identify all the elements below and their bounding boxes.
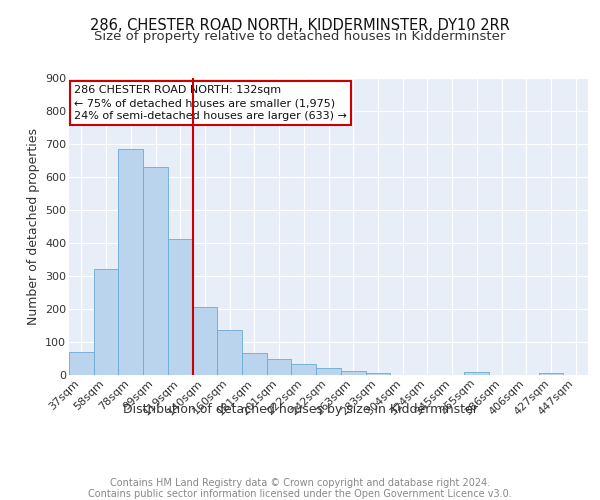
Text: 286, CHESTER ROAD NORTH, KIDDERMINSTER, DY10 2RR: 286, CHESTER ROAD NORTH, KIDDERMINSTER, …: [90, 18, 510, 32]
Bar: [539, 373, 563, 375]
Bar: [242, 352, 267, 375]
Text: Contains HM Land Registry data © Crown copyright and database right 2024.: Contains HM Land Registry data © Crown c…: [110, 478, 490, 488]
Bar: [118, 148, 143, 375]
Text: Distribution of detached houses by size in Kidderminster: Distribution of detached houses by size …: [122, 402, 478, 415]
Bar: [365, 373, 390, 375]
Text: Contains public sector information licensed under the Open Government Licence v3: Contains public sector information licen…: [88, 489, 512, 499]
Bar: [143, 168, 168, 375]
Bar: [267, 359, 292, 375]
Y-axis label: Number of detached properties: Number of detached properties: [26, 128, 40, 325]
Text: 286 CHESTER ROAD NORTH: 132sqm
← 75% of detached houses are smaller (1,975)
24% : 286 CHESTER ROAD NORTH: 132sqm ← 75% of …: [74, 85, 347, 122]
Bar: [292, 364, 316, 375]
Bar: [94, 269, 118, 375]
Bar: [341, 372, 365, 375]
Bar: [69, 352, 94, 375]
Bar: [193, 306, 217, 375]
Bar: [316, 368, 341, 375]
Bar: [464, 372, 489, 375]
Bar: [168, 239, 193, 375]
Bar: [217, 330, 242, 375]
Text: Size of property relative to detached houses in Kidderminster: Size of property relative to detached ho…: [94, 30, 506, 43]
